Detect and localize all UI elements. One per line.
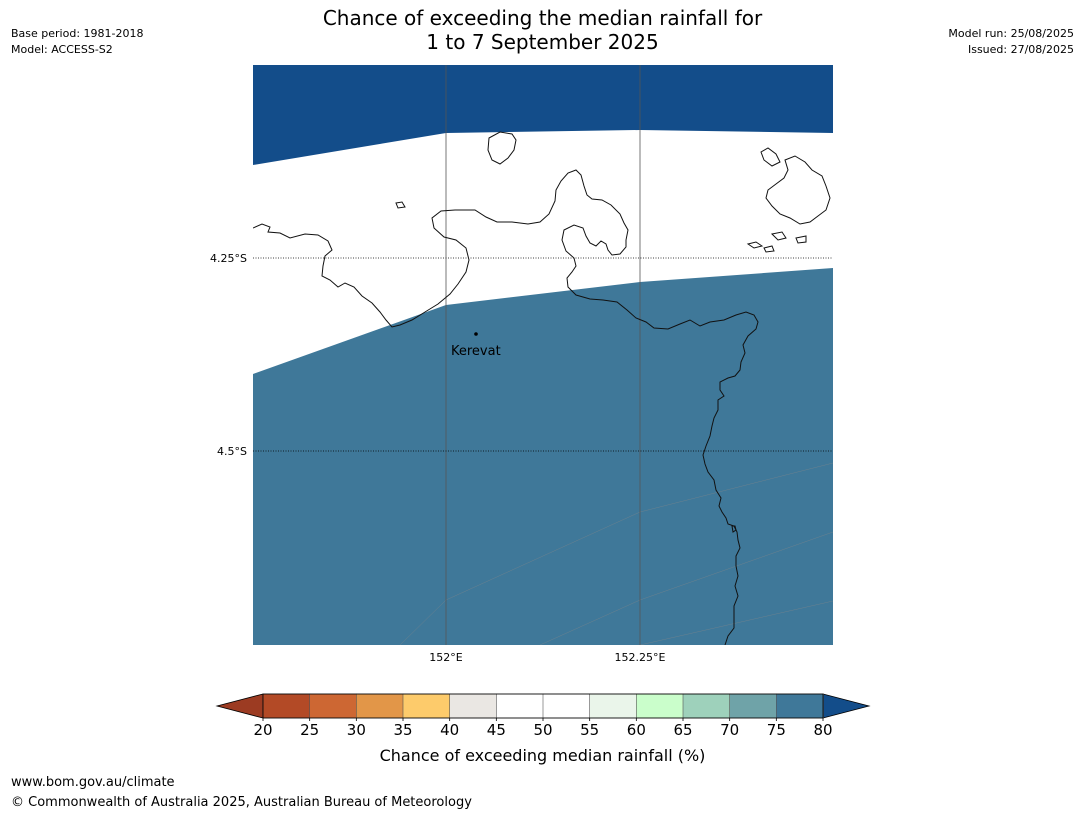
colorbar-tick-label: 55 [580, 721, 599, 739]
colorbar-cells [262, 693, 824, 719]
colorbar: 20 25 30 35 40 45 50 55 60 65 70 75 80 [215, 693, 871, 739]
colorbar-cell [776, 693, 824, 719]
lon-label-152: 152°E [429, 651, 462, 664]
colorbar-tick-label: 50 [533, 721, 552, 739]
colorbar-high-extension [822, 693, 871, 719]
colorbar-tick-label: 80 [813, 721, 832, 739]
kerevat-marker [474, 332, 478, 336]
lon-label-152-25: 152.25°E [615, 651, 666, 664]
colorbar-cell [636, 693, 684, 719]
colorbar-ticks: 20 25 30 35 40 45 50 55 60 65 70 75 80 [253, 718, 833, 739]
colorbar-tick-label: 65 [673, 721, 692, 739]
colorbar-tick-label: 30 [347, 721, 366, 739]
coastline [253, 131, 831, 645]
colorbar-tick-label: 60 [627, 721, 646, 739]
meta-left: Base period: 1981-2018 Model: ACCESS-S2 [11, 26, 143, 58]
title-line-1: Chance of exceeding the median rainfall … [322, 6, 763, 30]
colorbar-cell [449, 693, 498, 719]
model-run-text: Model run: 25/08/2025 [948, 27, 1074, 40]
band-5 [253, 268, 833, 645]
colorbar-tick-label: 25 [300, 721, 319, 739]
meta-right: Model run: 25/08/2025 Issued: 27/08/2025 [948, 26, 1074, 58]
footer-url[interactable]: www.bom.gov.au/climate [11, 775, 175, 790]
kerevat-label: Kerevat [451, 344, 501, 359]
model-text: Model: ACCESS-S2 [11, 43, 113, 56]
colorbar-cell [356, 693, 404, 719]
lat-label-4-25: 4.25°S [210, 252, 247, 265]
colorbar-cell [729, 693, 778, 719]
colorbar-tick-label: 20 [253, 721, 272, 739]
footer-copyright: © Commonwealth of Australia 2025, Austra… [11, 795, 472, 810]
colorbar-cell [496, 693, 544, 719]
colorbar-tick-label: 45 [487, 721, 506, 739]
lat-label-4-5: 4.5°S [217, 445, 247, 458]
colorbar-cell [589, 693, 638, 719]
colorbar-tick-label: 35 [393, 721, 412, 739]
title-line-2: 1 to 7 September 2025 [426, 30, 659, 54]
colorbar-cell [309, 693, 358, 719]
chart-title: Chance of exceeding the median rainfall … [0, 6, 1085, 54]
colorbar-cell [542, 693, 591, 719]
colorbar-title: Chance of exceeding median rainfall (%) [379, 746, 706, 765]
colorbar-low-extension [215, 693, 264, 719]
colorbar-tick-label: 40 [440, 721, 459, 739]
colorbar-cell [682, 693, 731, 719]
colorbar-tick-label: 70 [720, 721, 739, 739]
colorbar-cell [402, 693, 451, 719]
base-period-text: Base period: 1981-2018 [11, 27, 144, 40]
band-6 [253, 65, 833, 165]
colorbar-cell [262, 693, 311, 719]
map-area: Kerevat [253, 65, 833, 645]
colorbar-tick-label: 75 [767, 721, 786, 739]
issued-text: Issued: 27/08/2025 [967, 43, 1074, 56]
